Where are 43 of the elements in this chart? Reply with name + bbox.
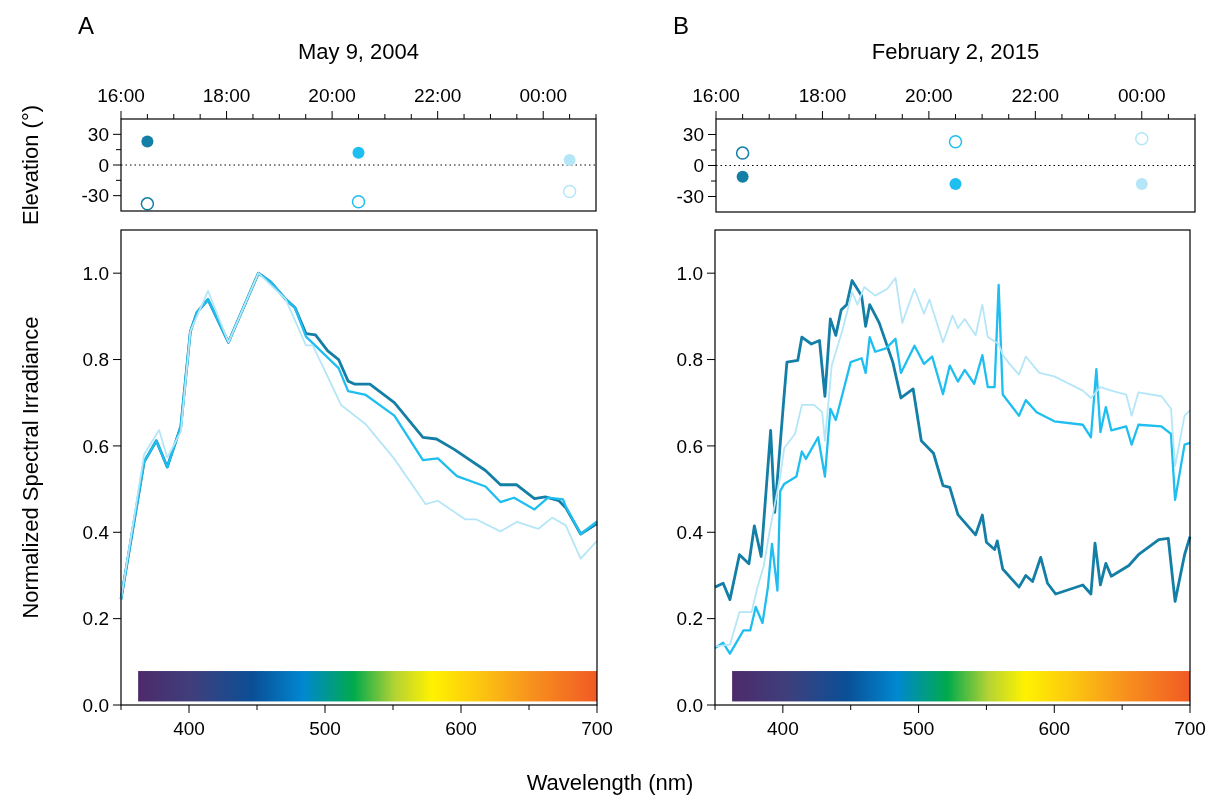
x-tick-label: 22:00: [1011, 85, 1060, 106]
x-tick-label: 600: [445, 718, 477, 739]
x-axis-title: Wavelength (nm): [526, 770, 694, 795]
y-tick-label: 0.0: [82, 694, 109, 716]
y-tick-label: 0.8: [676, 349, 703, 371]
x-tick-label: 00:00: [1118, 85, 1166, 106]
x-tick-label: 18:00: [798, 85, 847, 106]
text: B: [673, 12, 690, 39]
y-tick-label: 30: [87, 123, 109, 145]
x-tick-label: 500: [902, 718, 935, 739]
x-tick-label: 16:00: [97, 85, 145, 106]
x-tick-label: 00:00: [519, 85, 567, 106]
x-tick-label: 22:00: [413, 85, 462, 106]
x-tick-label: 700: [581, 718, 613, 739]
chart-title: February 2, 2015: [871, 39, 1040, 64]
x-tick-label: 500: [309, 718, 341, 739]
chart-title: May 9, 2004: [297, 39, 420, 64]
y-tick-label: 0.2: [676, 608, 703, 630]
y-tick-label: -30: [676, 186, 704, 208]
text: A: [78, 12, 95, 39]
y-tick-label: -30: [81, 185, 109, 207]
x-tick-label: 20:00: [905, 85, 953, 106]
x-tick-label: 16:00: [692, 85, 740, 106]
x-tick-label: 400: [767, 718, 799, 739]
y-tick-label: 0.0: [676, 694, 703, 716]
y-tick-label: 0: [693, 155, 704, 177]
y-tick-label: 1.0: [676, 262, 703, 284]
y-tick-label: 0.4: [82, 521, 110, 543]
x-tick-label: 400: [173, 718, 205, 739]
y-tick-label: 0.8: [82, 349, 109, 371]
y-tick-label: 0.6: [676, 435, 703, 457]
x-tick-label: 18:00: [202, 85, 251, 106]
y-tick-label: 0.4: [676, 521, 704, 543]
y-axis-title: Normalized Spectral Irradiance: [17, 316, 43, 619]
x-tick-label: 20:00: [308, 85, 356, 106]
y-tick-label: 0.2: [82, 608, 109, 630]
y-tick-label: 30: [682, 124, 704, 146]
y-axis-title: Elevation (°): [17, 104, 43, 226]
y-tick-label: 0: [98, 154, 109, 176]
x-tick-label: 700: [1174, 718, 1206, 739]
x-tick-label: 600: [1038, 718, 1071, 739]
y-tick-label: 1.0: [82, 262, 109, 284]
y-tick-label: 0.6: [82, 435, 109, 457]
